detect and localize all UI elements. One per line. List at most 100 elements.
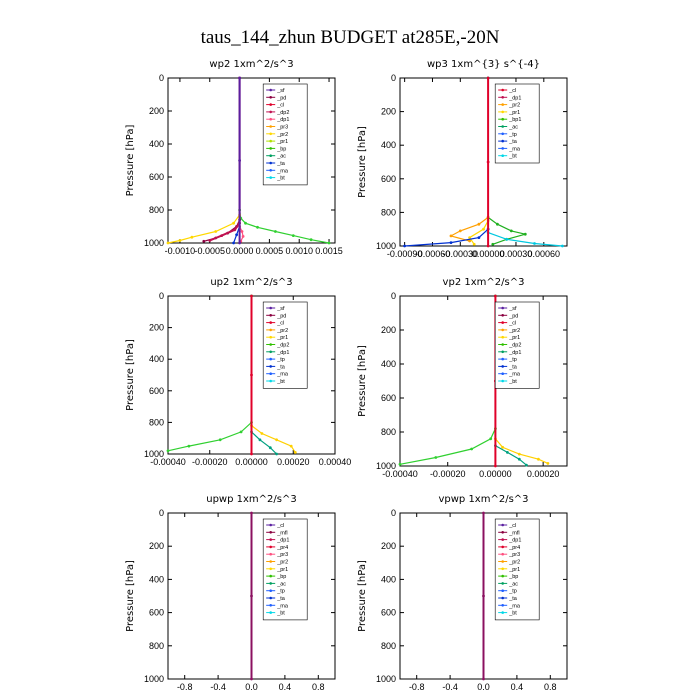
legend-entry: _bp bbox=[276, 574, 286, 580]
data-point bbox=[275, 452, 278, 456]
legend-marker bbox=[501, 604, 504, 607]
legend-marker bbox=[501, 306, 504, 310]
data-point bbox=[250, 452, 253, 456]
data-point bbox=[220, 234, 224, 238]
legend-entry: _ac bbox=[276, 154, 286, 160]
legend-entry: _cl bbox=[276, 103, 284, 109]
panel-title: vpwp 1xm^2/s^3 bbox=[438, 494, 528, 505]
y-tick-label: 400 bbox=[381, 574, 396, 584]
legend-marker bbox=[269, 117, 272, 121]
legend-entry: _pr2 bbox=[508, 328, 520, 334]
panel-vpwp: vpwp 1xm^2/s^3 Pressure [hPa] 0 200 400 600 80… bbox=[357, 494, 568, 692]
legend-marker bbox=[269, 350, 272, 354]
y-axis-label: Pressure [hPa] bbox=[125, 339, 136, 411]
y-tick-label: 1000 bbox=[376, 674, 396, 684]
legend-marker bbox=[501, 139, 504, 143]
x-tick-label: 0.0015 bbox=[315, 246, 343, 256]
data-point bbox=[561, 244, 564, 248]
legend-entry: _pr3 bbox=[276, 552, 288, 558]
legend-marker bbox=[501, 147, 504, 150]
legend-entry: _bt bbox=[276, 176, 285, 182]
data-point bbox=[506, 451, 509, 454]
y-tick-label: 800 bbox=[381, 207, 396, 217]
x-tick-label: 0.4 bbox=[279, 682, 292, 692]
data-point bbox=[449, 234, 453, 238]
y-tick-label: 200 bbox=[149, 323, 164, 333]
legend-entry: _sf bbox=[276, 306, 285, 312]
data-point bbox=[202, 239, 206, 243]
y-tick-label: 800 bbox=[381, 641, 396, 651]
y-tick-label: 0 bbox=[391, 291, 396, 301]
legend-marker bbox=[269, 335, 272, 339]
legend-marker bbox=[501, 117, 504, 121]
legend-entry: _bt bbox=[508, 154, 517, 160]
legend-marker bbox=[501, 132, 504, 136]
legend-marker bbox=[269, 314, 272, 317]
data-point bbox=[489, 437, 493, 441]
y-tick-label: 800 bbox=[149, 641, 164, 651]
data-point bbox=[275, 438, 278, 442]
y-tick-label: 400 bbox=[149, 139, 164, 149]
data-point bbox=[235, 233, 239, 237]
legend-entry: _pr2 bbox=[276, 132, 288, 138]
legend-marker bbox=[269, 574, 272, 578]
legend-marker bbox=[269, 545, 272, 549]
x-tick-label: 0.00030 bbox=[500, 249, 533, 259]
data-point bbox=[491, 242, 495, 246]
y-tick-label: 200 bbox=[149, 541, 164, 551]
legend-marker bbox=[269, 589, 272, 592]
data-point bbox=[477, 222, 481, 226]
legend-marker bbox=[501, 531, 504, 534]
legend-entry: _ta bbox=[276, 596, 286, 602]
legend-marker bbox=[501, 110, 504, 114]
legend-entry: _pr4 bbox=[508, 545, 520, 551]
legend-marker bbox=[501, 96, 504, 99]
legend-marker bbox=[269, 531, 272, 534]
legend-entry: _ta bbox=[276, 364, 286, 370]
data-point bbox=[239, 430, 243, 434]
data-point bbox=[327, 241, 331, 245]
data-point bbox=[250, 373, 253, 377]
legend-entry: _pd bbox=[508, 313, 518, 319]
legend-entry: _ma bbox=[508, 603, 521, 609]
y-tick-label: 0 bbox=[391, 508, 396, 518]
x-tick-label: 0.0000 bbox=[226, 246, 254, 256]
legend-marker bbox=[501, 343, 504, 346]
data-point bbox=[309, 238, 313, 242]
data-point bbox=[486, 244, 490, 248]
legend-entry: _dp1 bbox=[508, 95, 521, 101]
legend-entry: _ac bbox=[508, 581, 518, 587]
x-tick-label: 0.8 bbox=[312, 682, 325, 692]
panel-title: wp3 1xm^{3} s^{-4} bbox=[427, 59, 540, 70]
x-tick-label: 0.0005 bbox=[256, 246, 284, 256]
legend-entry: _pr1 bbox=[508, 335, 520, 341]
panel-wp3: wp3 1xm^{3} s^{-4} Pressure [hPa] 0 200 400 6… bbox=[357, 59, 568, 259]
data-point bbox=[250, 677, 253, 681]
legend-marker bbox=[269, 372, 272, 376]
data-point bbox=[250, 294, 253, 298]
legend-entry: _pr2 bbox=[508, 560, 520, 566]
legend-entry: _bt bbox=[508, 611, 517, 617]
y-tick-label: 1000 bbox=[376, 241, 396, 251]
panels: wp2 1xm^2/s^3 Pressure [hPa] 0 200 400 600 800… bbox=[125, 59, 568, 692]
legend-marker bbox=[501, 328, 504, 332]
x-tick-label: -0.00040 bbox=[382, 469, 418, 479]
data-point bbox=[472, 242, 476, 246]
data-point bbox=[482, 594, 485, 598]
data-point bbox=[505, 237, 509, 241]
y-tick-label: 600 bbox=[149, 608, 164, 618]
x-tick-label: -0.4 bbox=[442, 682, 458, 692]
data-point bbox=[501, 445, 504, 449]
data-point bbox=[517, 452, 521, 456]
legend-marker bbox=[269, 96, 272, 99]
legend-marker bbox=[269, 379, 272, 383]
legend-marker bbox=[501, 88, 504, 92]
x-tick-label: -0.4 bbox=[210, 682, 226, 692]
legend-marker bbox=[501, 538, 504, 541]
x-tick-label: -0.00030 bbox=[443, 249, 479, 259]
legend-entry: _bp bbox=[508, 574, 518, 580]
y-axis-label: Pressure [hPa] bbox=[357, 345, 368, 417]
data-point bbox=[289, 444, 293, 448]
panel-title: vp2 1xm^2/s^3 bbox=[443, 277, 525, 288]
